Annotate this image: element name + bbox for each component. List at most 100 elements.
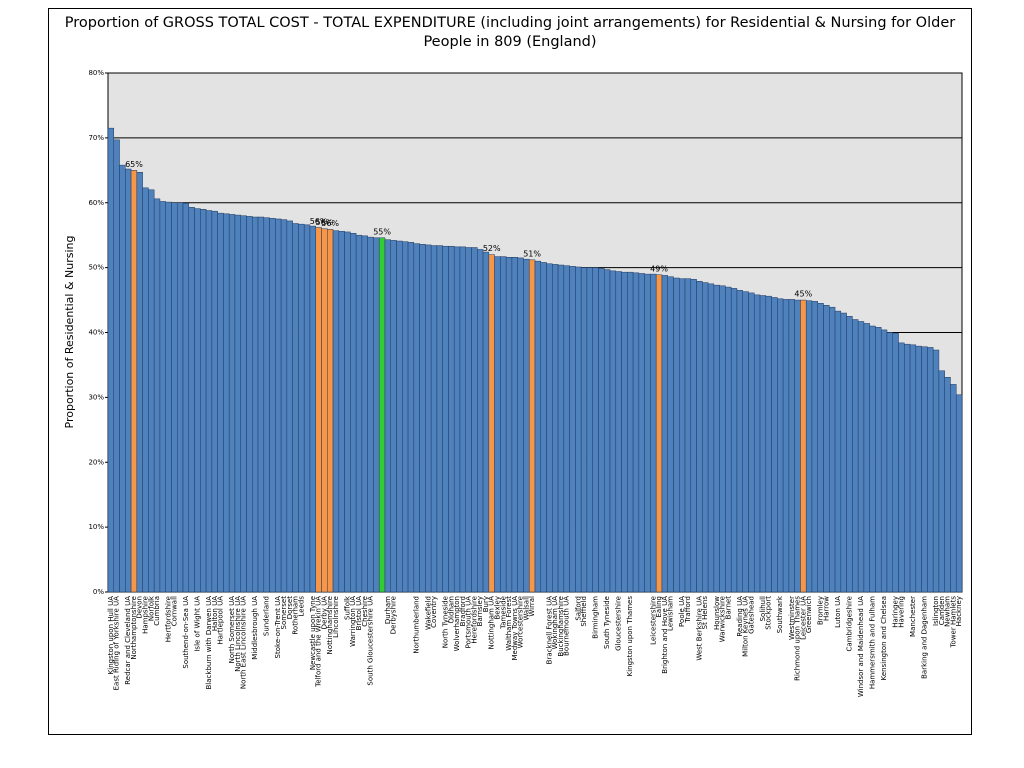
x-tick-label: Richmond upon Thames xyxy=(794,596,802,681)
bar xyxy=(303,224,311,593)
bar xyxy=(384,239,391,593)
x-tick-label: Dorset xyxy=(286,596,294,620)
x-tick-label: Barnsley xyxy=(476,596,484,626)
bar xyxy=(355,234,363,593)
bar xyxy=(852,319,859,593)
y-tick-label: 0% xyxy=(93,588,104,596)
x-tick-label: Herefordshire xyxy=(470,596,478,644)
bar xyxy=(742,291,749,593)
x-tick-label: Leicester UA xyxy=(799,596,807,640)
bar xyxy=(632,272,640,593)
x-tick-label: Islington xyxy=(932,596,940,626)
x-tick-label: Hartlepool UA xyxy=(217,596,225,645)
x-tick-label: Bury xyxy=(482,596,490,612)
bar xyxy=(898,342,905,593)
bar xyxy=(638,273,645,593)
bar xyxy=(528,259,536,593)
x-tick-label: Milton Keynes UA xyxy=(742,596,750,657)
bar xyxy=(707,283,715,593)
bar xyxy=(811,301,818,593)
bar xyxy=(373,237,380,593)
y-axis-label: Proportion of Residential & Nursing xyxy=(63,236,76,429)
bar xyxy=(263,217,270,593)
x-tick-label: Middlesbrough UA xyxy=(251,596,259,660)
x-tick-label: West Berkshire UA xyxy=(695,596,703,661)
x-tick-label: Salford xyxy=(574,596,582,621)
bar xyxy=(182,203,190,593)
x-tick-label: Waltham Forest xyxy=(505,596,513,651)
x-tick-label: Cambridgeshire xyxy=(845,596,853,652)
bar xyxy=(148,189,155,593)
x-tick-label: Somerset xyxy=(280,596,288,630)
bar xyxy=(863,323,870,593)
bar xyxy=(800,299,807,593)
bar xyxy=(396,240,403,593)
x-tick-label: Wokingham UA xyxy=(551,596,559,650)
bar xyxy=(159,201,166,593)
x-tick-label: Gateshead xyxy=(747,596,755,634)
data-label: 51% xyxy=(523,249,541,258)
bar xyxy=(107,127,115,593)
x-tick-label: Rotherham xyxy=(292,596,300,635)
bar xyxy=(857,321,865,593)
bar xyxy=(667,276,674,593)
bar xyxy=(834,310,842,593)
bar xyxy=(119,164,126,593)
bar xyxy=(915,345,922,593)
bar xyxy=(788,299,795,593)
bar xyxy=(194,208,201,593)
x-tick-label: Hounslow xyxy=(713,596,721,630)
x-tick-label: Lewisham xyxy=(667,596,675,631)
bar xyxy=(534,260,542,593)
bar xyxy=(136,172,143,593)
x-tick-label: Hertfordshire xyxy=(165,596,173,642)
bar xyxy=(592,267,599,593)
data-label: 45% xyxy=(794,290,812,299)
bar xyxy=(950,384,957,593)
x-tick-label: North Somerset UA xyxy=(228,596,236,664)
x-tick-label: Tower Hamlets xyxy=(949,596,957,649)
x-tick-label: Hammersmith and Fulham xyxy=(869,596,877,689)
bar xyxy=(130,170,138,593)
x-tick-label: Cornwall xyxy=(170,596,178,626)
bar xyxy=(765,295,772,593)
bar xyxy=(759,295,767,593)
bar xyxy=(269,218,276,593)
bar xyxy=(696,280,703,593)
x-tick-label: Southend-on-Sea UA xyxy=(182,596,190,669)
bar xyxy=(442,245,449,593)
x-tick-label: Coventry xyxy=(430,596,438,628)
chart-frame xyxy=(48,8,972,735)
x-tick-label: Stoke-on-Trent UA xyxy=(274,596,282,659)
data-label: 55% xyxy=(373,227,391,236)
data-label: 56% xyxy=(310,217,328,226)
data-label: 52% xyxy=(483,244,501,253)
y-tick-label: 10% xyxy=(88,523,104,531)
bar xyxy=(736,290,743,593)
bar xyxy=(575,266,582,593)
bar xyxy=(644,273,651,593)
bar xyxy=(944,377,951,593)
x-tick-label: Portsmouth UA xyxy=(465,596,473,649)
bar xyxy=(505,256,513,593)
x-tick-label: Nottingham UA xyxy=(488,596,496,650)
bar xyxy=(580,267,588,593)
x-tick-label: Bristol UA xyxy=(355,596,363,631)
bar xyxy=(205,210,213,593)
bar xyxy=(655,274,663,593)
x-tick-label: Bradford xyxy=(459,596,467,626)
bar xyxy=(500,256,507,593)
bar xyxy=(932,349,940,593)
bar xyxy=(465,247,472,593)
bar xyxy=(875,327,882,593)
y-tick-label: 80% xyxy=(88,69,104,77)
bar xyxy=(378,237,386,593)
bar xyxy=(425,244,432,593)
x-tick-label: Walsall xyxy=(522,596,530,621)
x-tick-label: Cheshire xyxy=(361,596,369,627)
x-tick-label: Derbyshire xyxy=(390,596,398,634)
x-tick-label: Halton UA xyxy=(211,596,219,631)
x-tick-label: Westminster xyxy=(788,596,796,640)
bar xyxy=(344,231,351,593)
